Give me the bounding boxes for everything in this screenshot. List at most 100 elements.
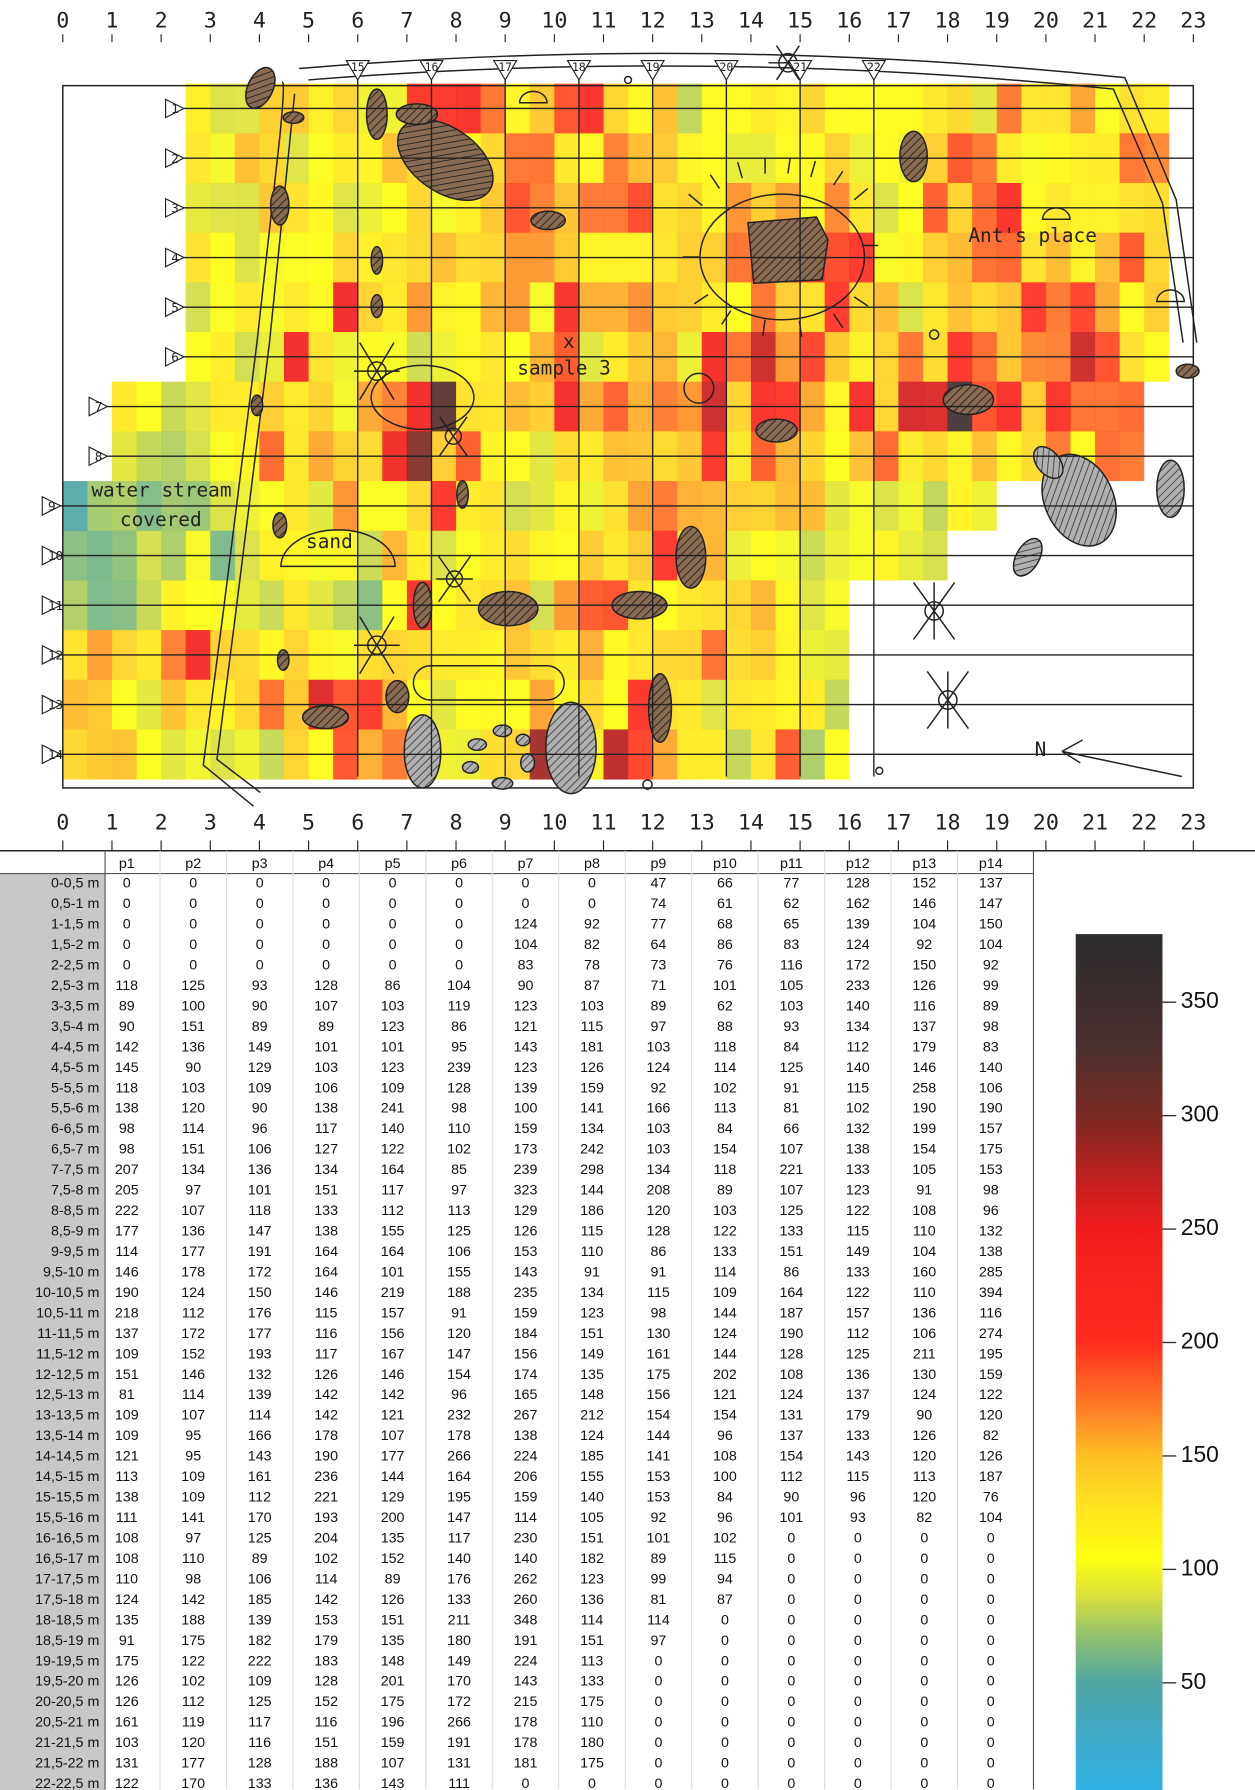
profile-label: 14 xyxy=(48,747,63,762)
page: {"map":{"rows":["1","2","3","4","5","6",… xyxy=(0,0,1255,1790)
table-cell: 196 xyxy=(381,1715,405,1731)
table-cell: 165 xyxy=(514,1387,538,1403)
table-cell: 110 xyxy=(581,1244,604,1260)
table-cell: 146 xyxy=(181,1367,205,1383)
table-cell: 0 xyxy=(854,1571,862,1587)
table-cell: 153 xyxy=(314,1612,338,1628)
table-cell: 103 xyxy=(181,1080,205,1096)
table-cell: 201 xyxy=(381,1674,405,1690)
profile-label: 9 xyxy=(48,499,56,514)
table-cell: 0 xyxy=(787,1592,795,1608)
table-cell: 182 xyxy=(248,1633,272,1649)
table-cell: 95 xyxy=(451,1039,467,1055)
map-shape xyxy=(371,247,382,274)
table-cell: 211 xyxy=(913,1346,936,1362)
table-cell: 173 xyxy=(514,1142,538,1158)
table-cell: 96 xyxy=(252,1121,268,1137)
table-cell: 153 xyxy=(647,1490,671,1506)
table-cell: 113 xyxy=(913,1469,936,1485)
table-cell: 102 xyxy=(181,1674,205,1690)
table-cell: 187 xyxy=(779,1305,803,1321)
table-cell: 177 xyxy=(248,1326,272,1342)
table-cell: 0 xyxy=(787,1653,795,1669)
table-cell: 164 xyxy=(447,1469,471,1485)
row-label: 22-22,5 m xyxy=(35,1776,99,1790)
table-cell: 114 xyxy=(581,1612,604,1628)
heat-cell xyxy=(137,133,162,183)
table-cell: 156 xyxy=(381,1326,405,1342)
table-cell: 0 xyxy=(920,1735,928,1751)
table-cell: 134 xyxy=(580,1121,604,1137)
row-label: 6,5-7 m xyxy=(51,1142,99,1158)
table-cell: 104 xyxy=(447,978,471,994)
table-cell: 76 xyxy=(717,957,733,973)
table-cell: 218 xyxy=(115,1305,139,1321)
table-cell: 98 xyxy=(119,1142,135,1158)
table-cell: 139 xyxy=(248,1612,272,1628)
table-cell: 204 xyxy=(314,1530,338,1546)
table-cell: 175 xyxy=(580,1756,604,1772)
table-cell: 0 xyxy=(987,1633,995,1649)
table-cell: 92 xyxy=(651,1510,667,1526)
table-cell: 0 xyxy=(987,1694,995,1710)
table-cell: 118 xyxy=(248,1203,271,1219)
row-label: 21-21,5 m xyxy=(35,1735,99,1751)
heat-cell xyxy=(137,183,162,233)
table-cell: 117 xyxy=(381,1183,404,1199)
profile-label: 18 xyxy=(572,60,586,74)
table-cell: 89 xyxy=(983,998,999,1014)
table-cell: 109 xyxy=(181,1490,205,1506)
table-cell: 0 xyxy=(189,876,197,892)
table-cell: 93 xyxy=(252,978,268,994)
table-cell: 97 xyxy=(185,1183,201,1199)
table-cell: 298 xyxy=(580,1162,604,1178)
row-label: 2-2,5 m xyxy=(51,957,99,973)
table-cell: 0 xyxy=(721,1776,729,1790)
x-tick-label: 20 xyxy=(1033,810,1059,835)
table-cell: 113 xyxy=(448,1203,471,1219)
table-cell: 150 xyxy=(248,1285,272,1301)
heat-cell xyxy=(112,84,137,134)
map-shape xyxy=(756,419,797,442)
table-cell: 0 xyxy=(987,1592,995,1608)
table-cell: 128 xyxy=(314,978,338,994)
table-cell: 93 xyxy=(850,1510,866,1526)
table-cell: 175 xyxy=(381,1694,405,1710)
column-header: p4 xyxy=(318,856,334,872)
table-cell: 98 xyxy=(119,1121,135,1137)
table-cell: 0 xyxy=(854,1551,862,1567)
table-cell: 0 xyxy=(787,1633,795,1649)
table-cell: 0 xyxy=(920,1776,928,1790)
column-header: p6 xyxy=(451,856,467,872)
table-cell: 116 xyxy=(913,998,936,1014)
x-tick-label: 4 xyxy=(253,810,266,835)
table-cell: 235 xyxy=(514,1285,538,1301)
table-cell: 185 xyxy=(580,1449,604,1465)
table-cell: 0 xyxy=(522,876,530,892)
table-cell: 104 xyxy=(912,1244,936,1260)
table-cell: 96 xyxy=(451,1387,467,1403)
profile-label: 10 xyxy=(48,548,63,563)
heat-cell xyxy=(137,233,162,283)
table-cell: 133 xyxy=(846,1428,870,1444)
table-cell: 121 xyxy=(713,1387,737,1403)
table-cell: 62 xyxy=(717,998,733,1014)
x-tick-label: 23 xyxy=(1180,810,1206,835)
table-cell: 146 xyxy=(912,896,936,912)
table-cell: 86 xyxy=(385,978,401,994)
table-cell: 113 xyxy=(115,1469,138,1485)
table-cell: 112 xyxy=(182,1694,205,1710)
table-cell: 208 xyxy=(647,1183,671,1199)
table-cell: 143 xyxy=(514,1674,538,1690)
table-cell: 114 xyxy=(514,1510,537,1526)
table-cell: 68 xyxy=(717,917,733,933)
table-cell: 127 xyxy=(314,1142,338,1158)
table-cell: 266 xyxy=(447,1715,471,1731)
column-header: p14 xyxy=(979,856,1003,872)
profile-label: 21 xyxy=(793,60,807,74)
table-cell: 181 xyxy=(580,1039,604,1055)
table-cell: 113 xyxy=(714,1101,737,1117)
table-cell: 136 xyxy=(314,1776,338,1790)
table-cell: 0 xyxy=(920,1612,928,1628)
table-cell: 0 xyxy=(787,1674,795,1690)
